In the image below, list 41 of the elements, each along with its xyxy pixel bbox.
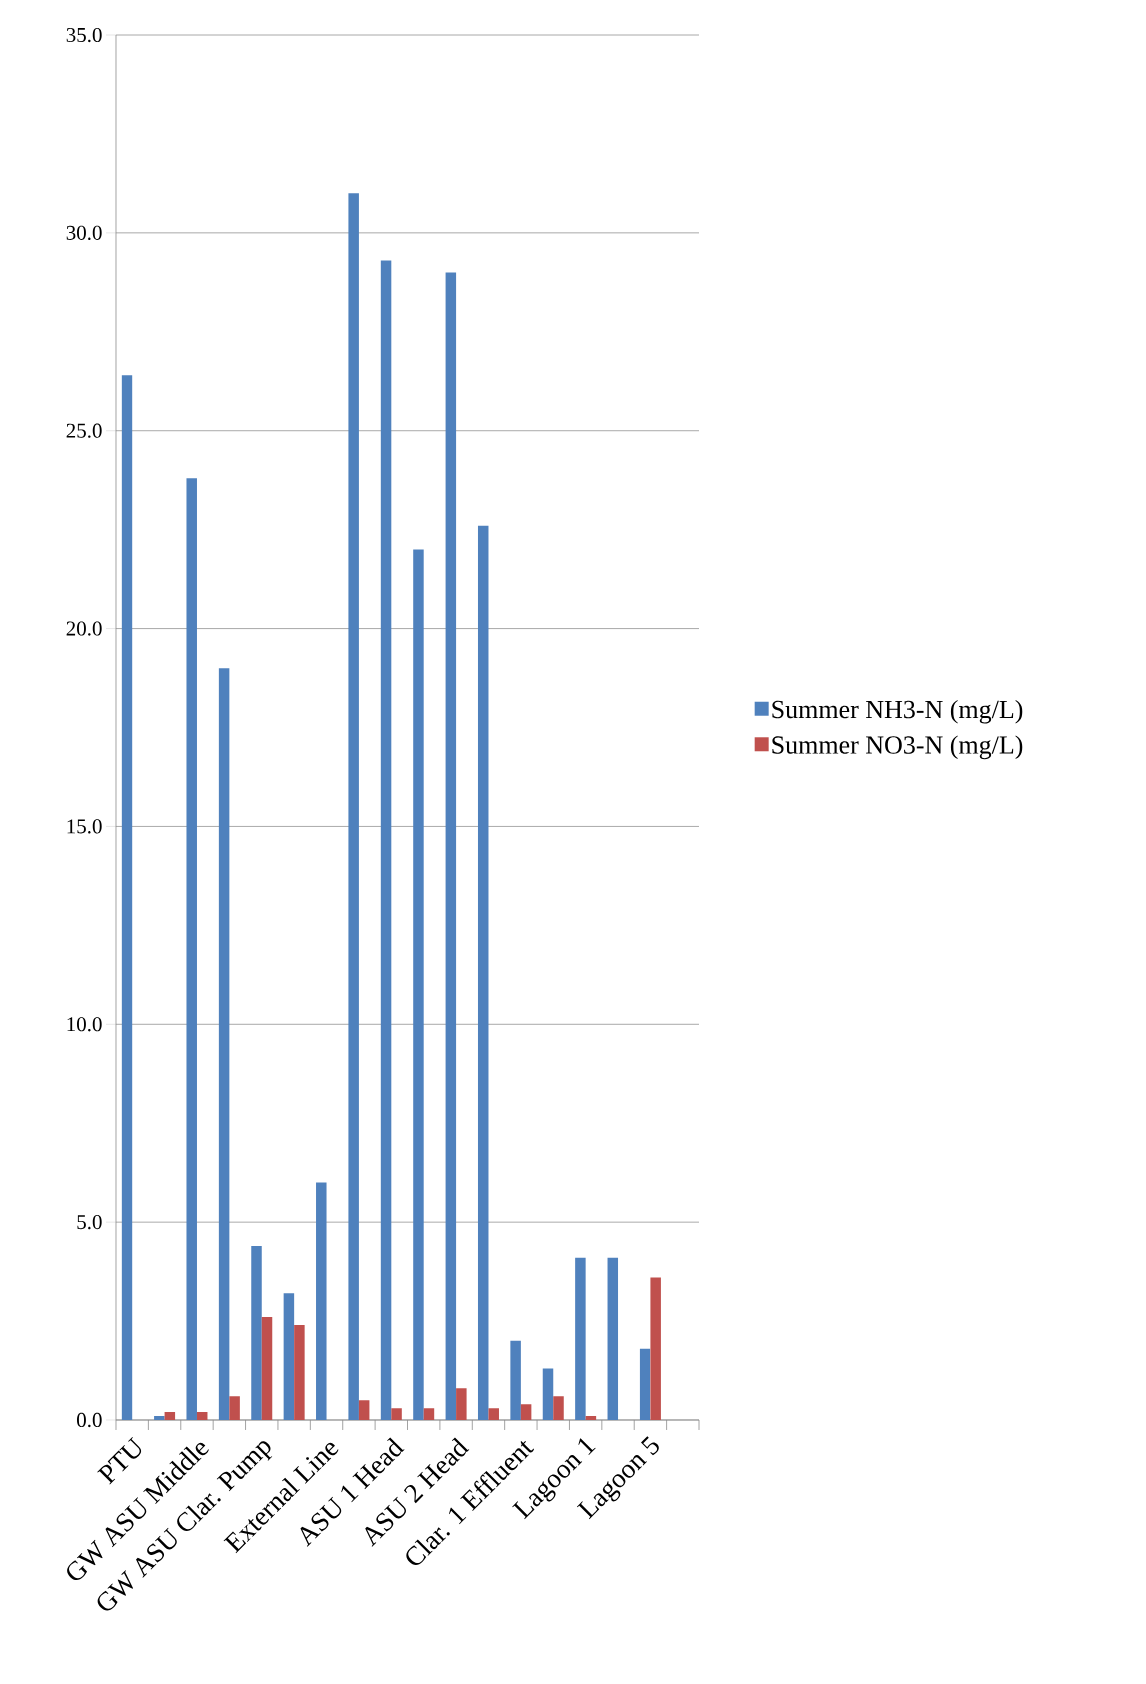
y-tick-label: 0.0 [77, 1412, 102, 1428]
bar [380, 260, 392, 1420]
bar [358, 1400, 370, 1420]
bar [121, 375, 133, 1420]
bar [186, 478, 197, 1420]
bar [251, 1245, 262, 1420]
y-tick-label: 30.0 [66, 225, 102, 240]
bar [391, 1408, 402, 1420]
bar [542, 1368, 554, 1420]
bar [456, 1388, 467, 1420]
bar [154, 1416, 165, 1420]
bar [294, 1325, 305, 1420]
legend-label: Summer NO3-N (mg/L) [772, 735, 1023, 760]
y-tick-label: 25.0 [66, 423, 102, 438]
bar [488, 1408, 499, 1420]
bar [575, 1257, 586, 1420]
bar [229, 1396, 240, 1420]
bar [650, 1277, 661, 1420]
bar [607, 1257, 619, 1420]
bar [553, 1396, 564, 1420]
bar [445, 272, 457, 1420]
bar [639, 1348, 651, 1420]
bar [348, 193, 359, 1420]
bar [218, 668, 230, 1420]
legend-label: Summer NH3-N (mg/L) [772, 699, 1023, 724]
bar [477, 525, 489, 1420]
bar [585, 1416, 597, 1420]
y-tick-label: 20.0 [66, 621, 102, 636]
y-tick-label: 10.0 [67, 1017, 102, 1032]
bar [423, 1408, 435, 1420]
bar [261, 1317, 273, 1420]
y-tick-label: 35.0 [66, 27, 102, 43]
bar [164, 1412, 176, 1420]
bar [510, 1340, 521, 1420]
bar [283, 1293, 295, 1420]
bar [316, 1182, 327, 1420]
y-tick-label: 5.0 [77, 1215, 102, 1230]
bar [520, 1404, 532, 1420]
bar [196, 1412, 208, 1420]
bar [413, 549, 424, 1420]
y-tick-label: 15.0 [67, 819, 102, 834]
